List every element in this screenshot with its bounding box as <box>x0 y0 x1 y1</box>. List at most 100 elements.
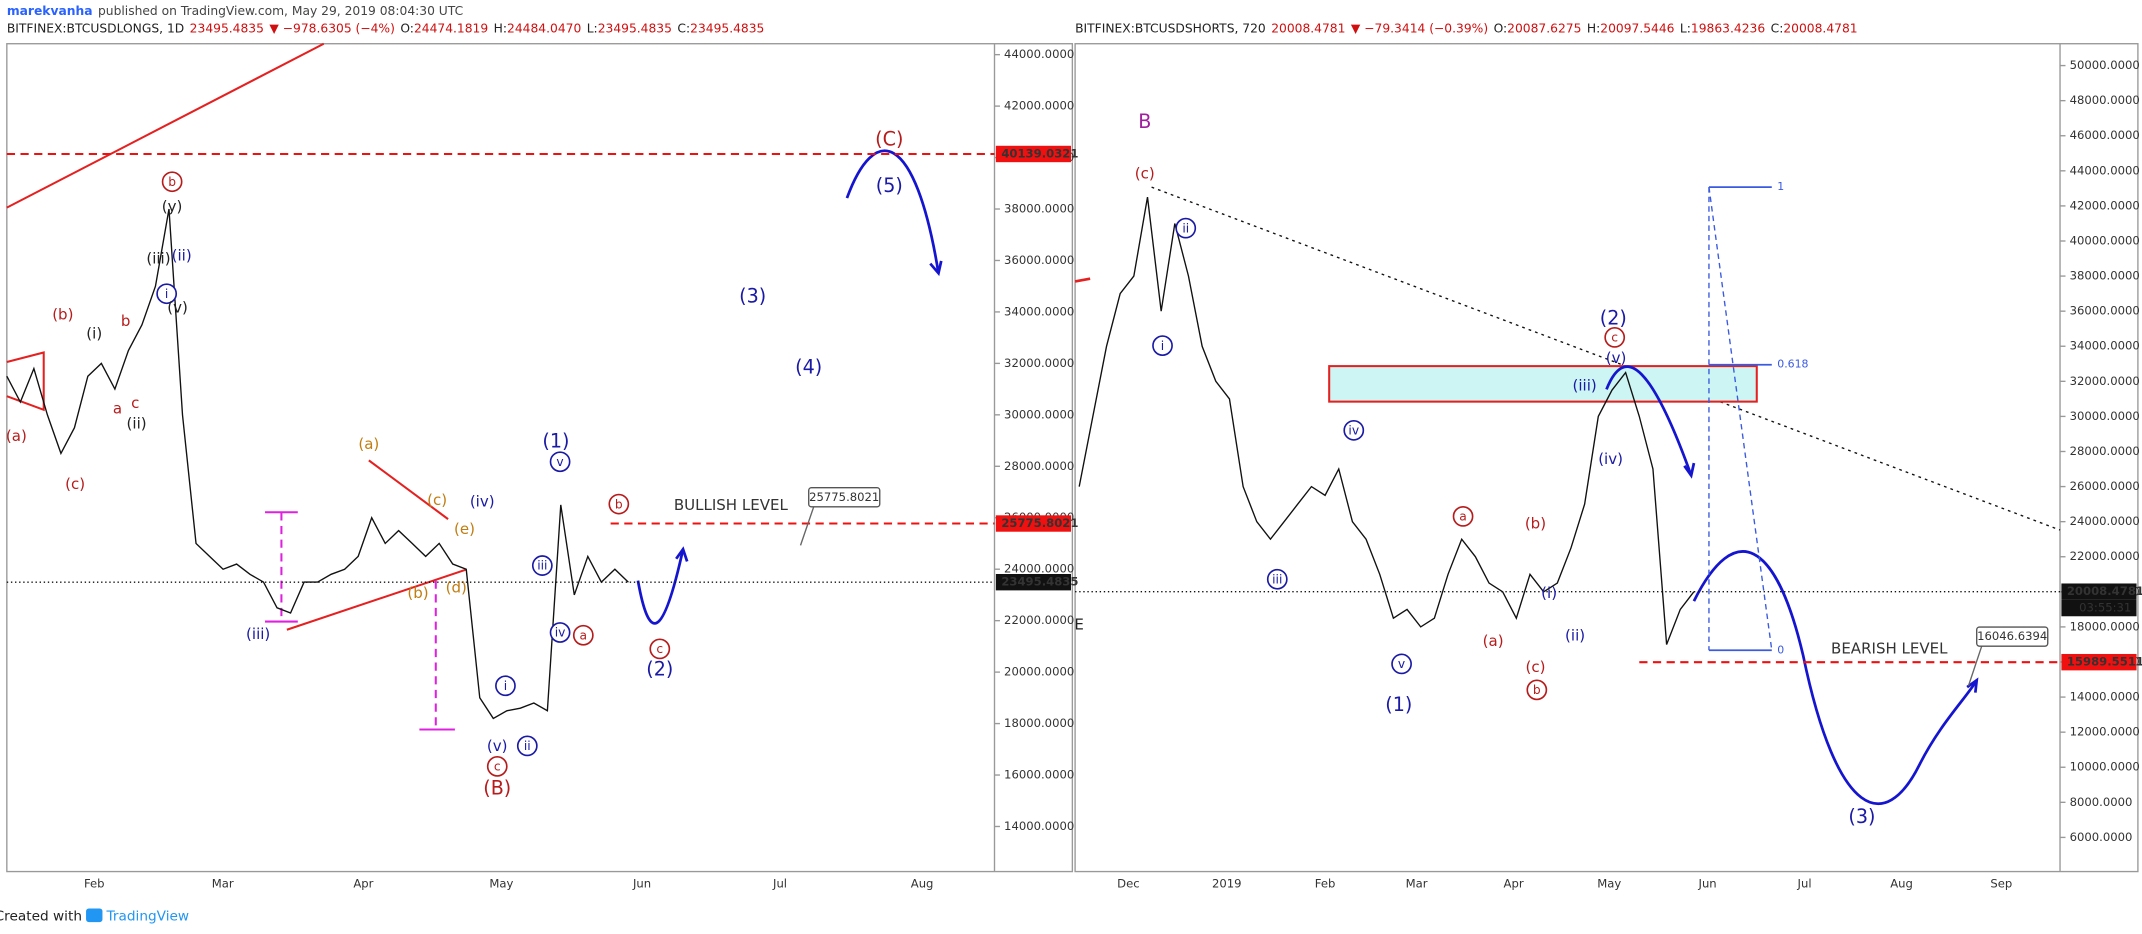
wave-label: B <box>1138 110 1151 133</box>
y-tick-label: 22000.0000 <box>2070 549 2140 563</box>
wave-circle <box>1343 419 1365 441</box>
wave-label: c <box>494 760 501 774</box>
wave-label: (iv) <box>1598 450 1623 468</box>
level-label: BEARISH LEVEL <box>1831 639 1948 657</box>
symbol: BITFINEX:BTCUSDLONGS, 1D <box>7 21 184 35</box>
y-tick-label: 44000.0000 <box>1004 47 1074 61</box>
triangle-line <box>286 568 467 631</box>
change: ▼ −978.6305 (−4%) <box>269 21 395 35</box>
y-tick-label: 14000.0000 <box>1004 819 1074 833</box>
y-tick-label: 14000.0000 <box>2070 690 2140 704</box>
wave-circle <box>1266 568 1288 590</box>
wave-label: b <box>121 312 131 330</box>
wave-label: b <box>615 497 623 511</box>
ohlc-label: L: <box>1680 21 1691 35</box>
wave-label: b <box>168 175 176 189</box>
wave-label: (v) <box>1606 349 1627 367</box>
y-tick-label: 16000.0000 <box>1004 768 1074 782</box>
price-tag-bg <box>995 573 1071 591</box>
x-tick-label: Sep <box>1990 876 2012 890</box>
wave-label: (iii) <box>1573 376 1597 394</box>
trend-line <box>6 42 325 209</box>
wave-label: (i) <box>86 325 102 343</box>
wave-label: v <box>556 455 563 469</box>
wave-label: (c) <box>1135 165 1155 183</box>
wave-circle <box>161 171 183 193</box>
wave-label: ii <box>524 739 531 753</box>
x-tick-label: Jun <box>632 876 651 890</box>
callout-box <box>808 487 881 508</box>
y-tick-label: 18000.0000 <box>2070 619 2140 633</box>
x-tick-label: Apr <box>1504 876 1524 890</box>
y-tick-label: 26000.0000 <box>2070 479 2140 493</box>
wave-circle <box>549 622 571 643</box>
wave-label: (iii) <box>246 625 270 643</box>
x-tick-label: Jul <box>1797 876 1812 890</box>
symbol-line: BITFINEX:BTCUSDLONGS, 1D 23495.4835 ▼ −978… <box>7 21 765 35</box>
wave-circle <box>531 555 553 576</box>
fib-label: 1 <box>1777 180 1784 193</box>
wave-circle <box>1526 679 1548 701</box>
y-tick-label: 38000.0000 <box>2070 269 2140 283</box>
wave-label: E <box>1074 615 1083 633</box>
y-tick-label: 50000.0000 <box>2070 58 2140 72</box>
wave-label: (2) <box>1600 306 1627 329</box>
wave-label: (C) <box>875 128 903 151</box>
wave-circle <box>495 675 516 697</box>
brand-logo <box>86 908 103 923</box>
projection-arrow <box>1692 550 1978 805</box>
measure-tool <box>265 511 455 731</box>
price-line <box>6 208 629 720</box>
ohlc-value: 23495.4835 <box>598 21 672 35</box>
x-tick-label: May <box>1597 876 1621 890</box>
wave-label: (c) <box>1525 658 1545 676</box>
wave-label: iv <box>555 626 566 640</box>
fib-label: 0 <box>1777 643 1784 656</box>
wave-circle <box>1391 653 1412 675</box>
y-tick-label: 28000.0000 <box>2070 444 2140 458</box>
countdown-bg <box>2061 599 2137 617</box>
y-tick-label: 28000.0000 <box>1004 459 1074 473</box>
wave-label: (b) <box>407 584 428 602</box>
y-tick-label: 30000.0000 <box>1004 407 1074 421</box>
wave-label: (ii) <box>1565 626 1585 644</box>
ohlc-label: O: <box>400 21 414 35</box>
wave-label: ii <box>1182 221 1189 235</box>
wave-label: (iii) <box>146 249 170 267</box>
callout-pointer <box>799 505 815 546</box>
projection-arrow <box>1605 365 1693 476</box>
wave-label: (d) <box>446 579 467 597</box>
y-tick-label: 48000.0000 <box>2070 93 2140 107</box>
y-tick-label: 6000.0000 <box>2070 830 2133 844</box>
ohlc-value: 19863.4236 <box>1691 21 1765 35</box>
x-tick-label: Apr <box>353 876 373 890</box>
last-price: 23495.4835 <box>190 21 264 35</box>
projection-arrow <box>845 149 940 274</box>
wave-circle <box>1152 335 1173 357</box>
wave-circle <box>516 735 538 757</box>
triangle-line <box>6 351 45 412</box>
wave-circle <box>1604 327 1626 348</box>
wave-label: (c) <box>427 491 447 509</box>
y-tick-label: 8000.0000 <box>2070 795 2133 809</box>
fib-dash <box>1708 187 1773 651</box>
wave-label: (a) <box>6 427 27 445</box>
y-tick-label: 24000.0000 <box>1004 562 1074 576</box>
wave-label: (4) <box>795 356 822 379</box>
y-tick-label: 40000.0000 <box>2070 233 2140 247</box>
price-tag-bg <box>995 515 1071 532</box>
x-tick-label: May <box>489 876 513 890</box>
x-tick-label: Feb <box>1315 876 1336 890</box>
x-tick-label: Mar <box>1406 876 1428 890</box>
projection-arrow <box>636 548 685 625</box>
fib-label: 0.618 <box>1777 358 1808 371</box>
wave-label: (b) <box>1525 514 1546 532</box>
x-tick-label: Jun <box>1698 876 1717 890</box>
y-tick-label: 42000.0000 <box>1004 99 1074 113</box>
wave-label: (B) <box>483 776 511 799</box>
wave-circle <box>1452 506 1474 527</box>
x-tick-label: Aug <box>911 876 934 890</box>
ohlc-label: C: <box>677 21 690 35</box>
